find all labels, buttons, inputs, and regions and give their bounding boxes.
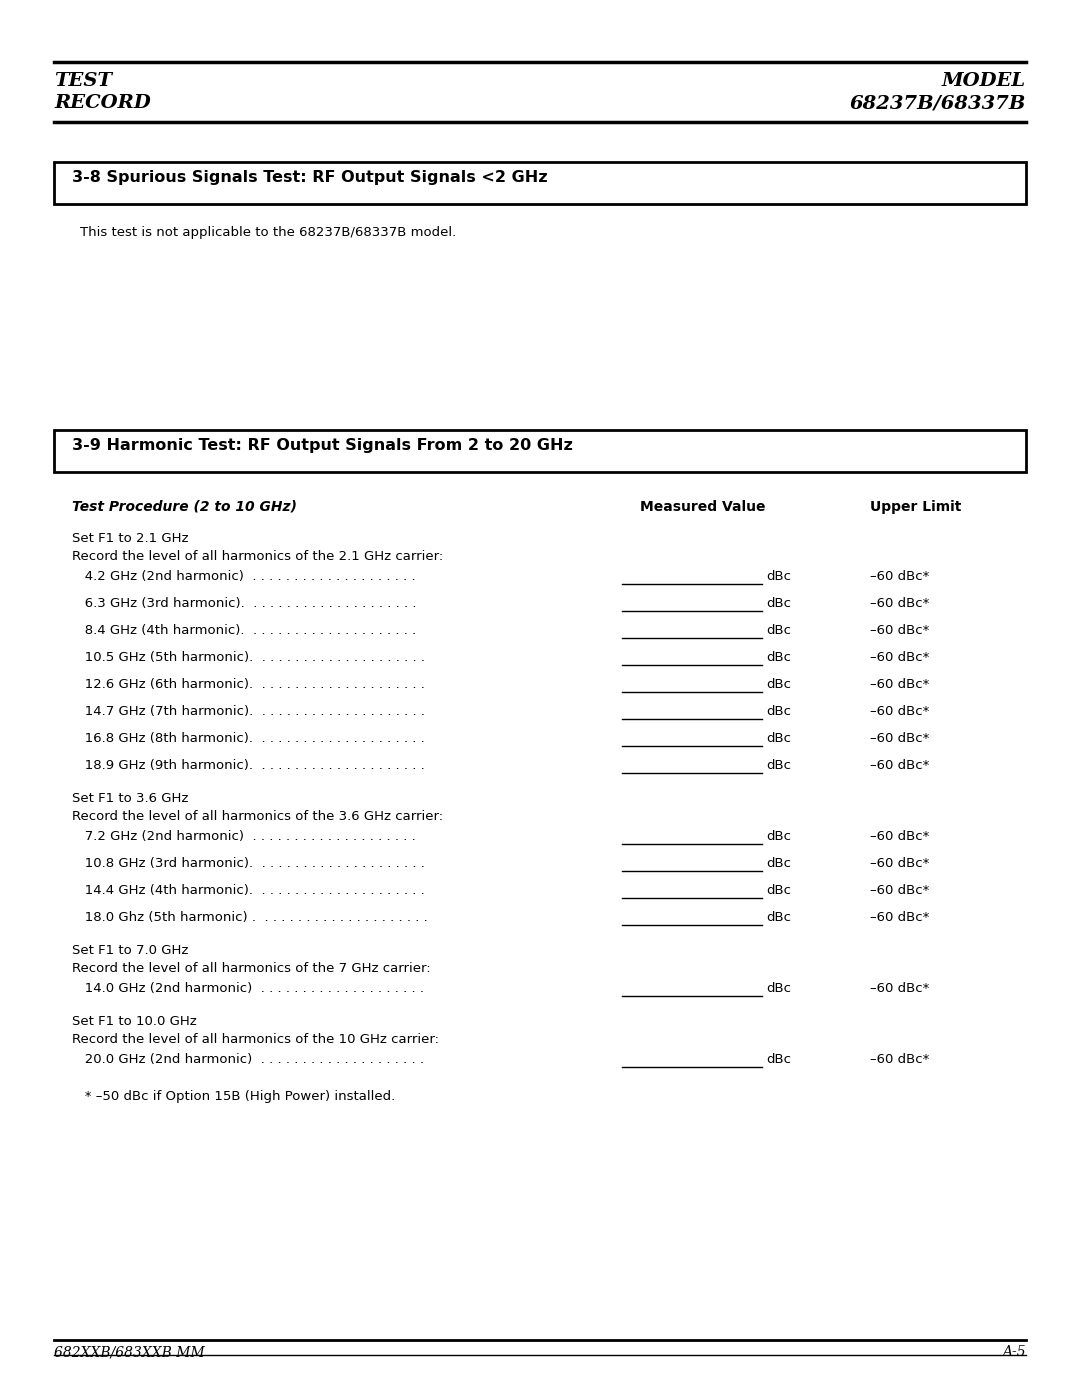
Text: –60 dBc*: –60 dBc*: [870, 651, 930, 664]
Text: 16.8 GHz (8th harmonic).  . . . . . . . . . . . . . . . . . . . .: 16.8 GHz (8th harmonic). . . . . . . . .…: [72, 732, 424, 745]
Text: 6.3 GHz (3rd harmonic).  . . . . . . . . . . . . . . . . . . . .: 6.3 GHz (3rd harmonic). . . . . . . . . …: [72, 597, 417, 610]
Text: 14.0 GHz (2nd harmonic)  . . . . . . . . . . . . . . . . . . . .: 14.0 GHz (2nd harmonic) . . . . . . . . …: [72, 982, 424, 995]
Text: –60 dBc*: –60 dBc*: [870, 982, 930, 995]
Text: Set F1 to 2.1 GHz: Set F1 to 2.1 GHz: [72, 532, 189, 545]
Text: * –50 dBc if Option 15B (High Power) installed.: * –50 dBc if Option 15B (High Power) ins…: [72, 1090, 395, 1104]
Text: 10.5 GHz (5th harmonic).  . . . . . . . . . . . . . . . . . . . .: 10.5 GHz (5th harmonic). . . . . . . . .…: [72, 651, 426, 664]
Text: dBc: dBc: [766, 624, 791, 637]
Text: dBc: dBc: [766, 732, 791, 745]
Text: MODEL: MODEL: [942, 73, 1026, 89]
Text: 14.4 GHz (4th harmonic).  . . . . . . . . . . . . . . . . . . . .: 14.4 GHz (4th harmonic). . . . . . . . .…: [72, 884, 424, 897]
Text: –60 dBc*: –60 dBc*: [870, 1053, 930, 1066]
Text: Record the level of all harmonics of the 2.1 GHz carrier:: Record the level of all harmonics of the…: [72, 550, 443, 563]
Text: 12.6 GHz (6th harmonic).  . . . . . . . . . . . . . . . . . . . .: 12.6 GHz (6th harmonic). . . . . . . . .…: [72, 678, 424, 692]
Text: dBc: dBc: [766, 678, 791, 692]
Text: 7.2 GHz (2nd harmonic)  . . . . . . . . . . . . . . . . . . . .: 7.2 GHz (2nd harmonic) . . . . . . . . .…: [72, 830, 416, 842]
Text: TEST: TEST: [54, 73, 112, 89]
Text: 682XXB/683XXB MM: 682XXB/683XXB MM: [54, 1345, 205, 1359]
Text: A-5: A-5: [1002, 1345, 1026, 1359]
Text: dBc: dBc: [766, 884, 791, 897]
Text: 18.9 GHz (9th harmonic).  . . . . . . . . . . . . . . . . . . . .: 18.9 GHz (9th harmonic). . . . . . . . .…: [72, 759, 424, 773]
Text: Test Procedure (2 to 10 GHz): Test Procedure (2 to 10 GHz): [72, 500, 297, 514]
Text: –60 dBc*: –60 dBc*: [870, 732, 930, 745]
Text: 68237B/68337B: 68237B/68337B: [850, 94, 1026, 112]
Text: Upper Limit: Upper Limit: [870, 500, 961, 514]
Text: –60 dBc*: –60 dBc*: [870, 884, 930, 897]
Text: dBc: dBc: [766, 759, 791, 773]
Text: 10.8 GHz (3rd harmonic).  . . . . . . . . . . . . . . . . . . . .: 10.8 GHz (3rd harmonic). . . . . . . . .…: [72, 856, 424, 870]
Text: dBc: dBc: [766, 570, 791, 583]
Bar: [54, 430, 1026, 472]
Text: dBc: dBc: [766, 982, 791, 995]
Text: dBc: dBc: [766, 911, 791, 923]
Text: 14.7 GHz (7th harmonic).  . . . . . . . . . . . . . . . . . . . .: 14.7 GHz (7th harmonic). . . . . . . . .…: [72, 705, 426, 718]
Text: dBc: dBc: [766, 856, 791, 870]
Text: dBc: dBc: [766, 651, 791, 664]
Text: Record the level of all harmonics of the 7 GHz carrier:: Record the level of all harmonics of the…: [72, 963, 431, 975]
Text: Record the level of all harmonics of the 10 GHz carrier:: Record the level of all harmonics of the…: [72, 1032, 438, 1046]
Text: 3-8 Spurious Signals Test: RF Output Signals <2 GHz: 3-8 Spurious Signals Test: RF Output Sig…: [72, 170, 548, 184]
Text: dBc: dBc: [766, 597, 791, 610]
Text: –60 dBc*: –60 dBc*: [870, 624, 930, 637]
Text: 3-9 Harmonic Test: RF Output Signals From 2 to 20 GHz: 3-9 Harmonic Test: RF Output Signals Fro…: [72, 439, 572, 453]
Text: –60 dBc*: –60 dBc*: [870, 911, 930, 923]
Text: Set F1 to 3.6 GHz: Set F1 to 3.6 GHz: [72, 792, 188, 805]
Text: dBc: dBc: [766, 705, 791, 718]
Text: 4.2 GHz (2nd harmonic)  . . . . . . . . . . . . . . . . . . . .: 4.2 GHz (2nd harmonic) . . . . . . . . .…: [72, 570, 416, 583]
Text: –60 dBc*: –60 dBc*: [870, 678, 930, 692]
Text: dBc: dBc: [766, 1053, 791, 1066]
Text: RECORD: RECORD: [54, 94, 151, 112]
Text: –60 dBc*: –60 dBc*: [870, 597, 930, 610]
Text: –60 dBc*: –60 dBc*: [870, 705, 930, 718]
Text: Set F1 to 10.0 GHz: Set F1 to 10.0 GHz: [72, 1016, 197, 1028]
Text: Measured Value: Measured Value: [640, 500, 766, 514]
Text: –60 dBc*: –60 dBc*: [870, 570, 930, 583]
Bar: [54, 162, 1026, 204]
Text: 8.4 GHz (4th harmonic).  . . . . . . . . . . . . . . . . . . . .: 8.4 GHz (4th harmonic). . . . . . . . . …: [72, 624, 416, 637]
Text: 20.0 GHz (2nd harmonic)  . . . . . . . . . . . . . . . . . . . .: 20.0 GHz (2nd harmonic) . . . . . . . . …: [72, 1053, 424, 1066]
Text: This test is not applicable to the 68237B/68337B model.: This test is not applicable to the 68237…: [80, 226, 456, 239]
Text: Set F1 to 7.0 GHz: Set F1 to 7.0 GHz: [72, 944, 188, 957]
Text: –60 dBc*: –60 dBc*: [870, 856, 930, 870]
Text: Record the level of all harmonics of the 3.6 GHz carrier:: Record the level of all harmonics of the…: [72, 810, 443, 823]
Text: dBc: dBc: [766, 830, 791, 842]
Text: 18.0 Ghz (5th harmonic) .  . . . . . . . . . . . . . . . . . . . .: 18.0 Ghz (5th harmonic) . . . . . . . . …: [72, 911, 428, 923]
Text: –60 dBc*: –60 dBc*: [870, 759, 930, 773]
Text: –60 dBc*: –60 dBc*: [870, 830, 930, 842]
